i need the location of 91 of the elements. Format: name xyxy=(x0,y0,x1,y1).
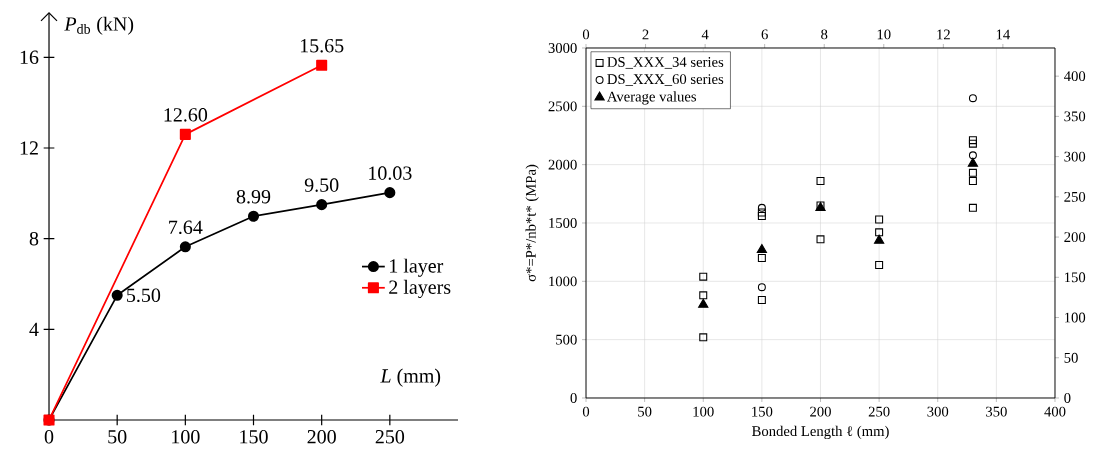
point xyxy=(967,157,979,167)
y2-tick-label: 250 xyxy=(1064,191,1086,202)
y-tick-label: 2500 xyxy=(548,101,577,112)
y-axis-title: P$_{db}$ (kN) xyxy=(64,16,134,35)
point xyxy=(968,139,977,148)
y-tick-label: 2000 xyxy=(548,159,577,170)
y-tick-label: 1000 xyxy=(549,276,577,287)
data-label: 10.03 xyxy=(369,166,412,180)
point xyxy=(757,295,766,304)
point xyxy=(968,94,977,103)
y-tick-label: 16 xyxy=(20,50,39,65)
x2-tick-label: 12 xyxy=(937,29,950,40)
x-axis-title: Bonded Length ℓ (mm) xyxy=(752,425,889,440)
point xyxy=(968,136,977,145)
point xyxy=(179,241,191,253)
data-label: 12.60 xyxy=(164,108,208,122)
x-tick-label: 250 xyxy=(868,406,890,417)
point xyxy=(875,228,884,237)
data-label: 7.64 xyxy=(169,220,203,235)
point xyxy=(968,203,977,212)
y2-tick-label: 0 xyxy=(1064,393,1071,403)
point xyxy=(816,235,825,244)
legend-label: 1 layer xyxy=(390,258,444,277)
x2-tick-label: 4 xyxy=(701,29,709,40)
y-axis-title: σ*=P*/nb*t* (MPa) xyxy=(525,164,539,282)
y2-tick-label: 200 xyxy=(1064,232,1086,243)
y2-tick-label: 50 xyxy=(1064,352,1078,363)
x2-tick-label: 8 xyxy=(821,29,828,40)
point xyxy=(757,253,766,262)
x2-tick-label: 14 xyxy=(996,29,1010,40)
point xyxy=(698,298,709,308)
point xyxy=(875,215,884,224)
x-tick-label: 100 xyxy=(693,406,714,417)
x-tick-label: 0 xyxy=(582,406,590,417)
point xyxy=(816,176,825,185)
point xyxy=(757,208,766,217)
y-tick-label: 1500 xyxy=(549,218,577,228)
x-tick-label: 150 xyxy=(240,430,268,444)
y-tick-label: 3000 xyxy=(548,43,577,53)
x-tick-label: 200 xyxy=(307,430,336,444)
legend-label: DS_XXX_34 series xyxy=(607,57,724,69)
x2-tick-label: 2 xyxy=(642,29,649,40)
x2-tick-label: 6 xyxy=(761,29,768,40)
point xyxy=(316,59,328,71)
y-tick-label: 0 xyxy=(570,393,577,403)
point xyxy=(111,289,123,301)
x-tick-label: 0 xyxy=(44,430,54,444)
y-tick-label: 500 xyxy=(556,334,577,345)
point xyxy=(757,211,766,220)
y2-tick-label: 300 xyxy=(1064,151,1086,162)
data-label: 15.65 xyxy=(300,39,344,53)
y-tick-label: 4 xyxy=(29,322,39,336)
data-label: 9.50 xyxy=(304,178,339,192)
point xyxy=(757,283,766,292)
x-tick-label: 50 xyxy=(108,430,127,444)
x-axis-title: L (mm) xyxy=(380,368,441,387)
x-tick-label: 300 xyxy=(927,406,949,417)
x2-tick-label: 10 xyxy=(877,29,891,40)
point xyxy=(757,203,766,212)
point xyxy=(873,234,885,244)
x2-tick-label: 0 xyxy=(582,29,590,40)
data-label: 8.99 xyxy=(236,189,271,204)
point xyxy=(756,243,768,254)
point xyxy=(875,260,884,269)
y2-tick-label: 400 xyxy=(1064,71,1086,82)
point xyxy=(968,151,977,160)
y2-tick-label: 150 xyxy=(1065,272,1086,283)
point xyxy=(968,176,977,185)
data-label: 5.50 xyxy=(127,288,161,303)
y-tick-label: 12 xyxy=(20,141,38,155)
y2-tick-label: 100 xyxy=(1065,312,1086,323)
x-tick-label: 100 xyxy=(172,430,200,444)
point xyxy=(968,168,977,177)
point xyxy=(384,187,396,199)
x-tick-label: 200 xyxy=(810,406,831,417)
point xyxy=(179,128,191,140)
x-tick-label: 150 xyxy=(752,406,773,417)
x-tick-label: 250 xyxy=(375,430,405,444)
x-tick-label: 400 xyxy=(1044,406,1066,417)
y-tick-label: 8 xyxy=(29,231,39,246)
legend-label: DS_XXX_60 series xyxy=(607,74,724,86)
x-tick-label: 350 xyxy=(986,406,1007,417)
point xyxy=(699,291,708,300)
point xyxy=(699,333,708,342)
point xyxy=(247,210,260,222)
x-tick-label: 50 xyxy=(638,406,652,417)
point xyxy=(316,199,328,211)
y2-tick-label: 350 xyxy=(1064,111,1086,122)
legend-label: 2 layers xyxy=(389,279,451,299)
point xyxy=(699,272,708,281)
legend-label: Average values xyxy=(607,91,697,105)
